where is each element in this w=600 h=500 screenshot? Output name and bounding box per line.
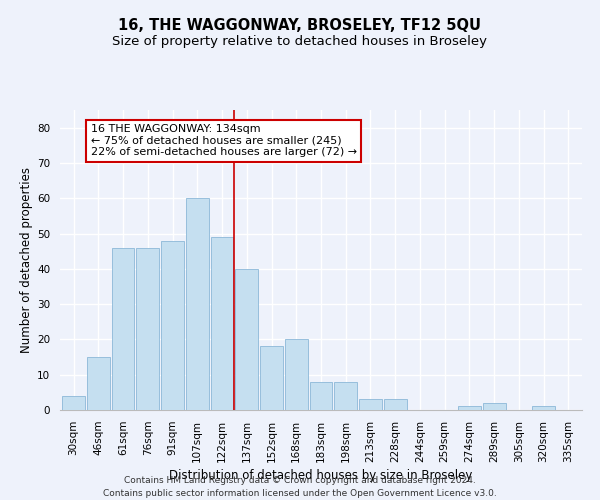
Text: Contains HM Land Registry data © Crown copyright and database right 2024.
Contai: Contains HM Land Registry data © Crown c… <box>103 476 497 498</box>
Text: 16 THE WAGGONWAY: 134sqm
← 75% of detached houses are smaller (245)
22% of semi-: 16 THE WAGGONWAY: 134sqm ← 75% of detach… <box>91 124 357 158</box>
Bar <box>285 340 308 410</box>
Text: Size of property relative to detached houses in Broseley: Size of property relative to detached ho… <box>113 35 487 48</box>
Bar <box>458 406 481 410</box>
Bar <box>112 248 134 410</box>
Y-axis label: Number of detached properties: Number of detached properties <box>20 167 33 353</box>
Bar <box>186 198 209 410</box>
Bar <box>211 237 233 410</box>
Bar <box>310 382 332 410</box>
Bar <box>87 357 110 410</box>
X-axis label: Distribution of detached houses by size in Broseley: Distribution of detached houses by size … <box>169 469 473 482</box>
Bar <box>62 396 85 410</box>
Bar <box>532 406 555 410</box>
Bar <box>260 346 283 410</box>
Bar <box>334 382 357 410</box>
Bar <box>359 400 382 410</box>
Bar <box>483 403 506 410</box>
Bar <box>384 400 407 410</box>
Text: 16, THE WAGGONWAY, BROSELEY, TF12 5QU: 16, THE WAGGONWAY, BROSELEY, TF12 5QU <box>119 18 482 32</box>
Bar <box>235 269 258 410</box>
Bar <box>136 248 159 410</box>
Bar <box>161 240 184 410</box>
